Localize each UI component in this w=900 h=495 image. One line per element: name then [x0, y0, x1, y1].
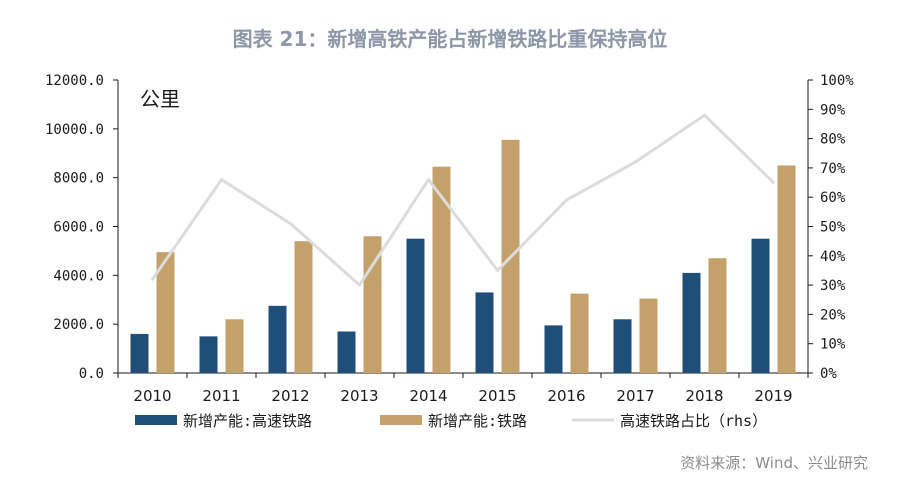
- ratio-point-2012: [289, 222, 292, 226]
- bar-hsr-2018: [682, 272, 701, 373]
- bar-hsr-2014: [406, 238, 425, 373]
- left-tick-label: 2000.0: [53, 317, 104, 333]
- bar-rail-2014: [432, 166, 451, 373]
- left-tick-label: 10000.0: [45, 122, 104, 138]
- legend-swatch-0: [135, 415, 177, 425]
- right-tick-label: 10%: [820, 337, 846, 353]
- ratio-point-2019: [772, 181, 775, 185]
- x-tick-label: 2017: [616, 387, 654, 405]
- bar-hsr-2011: [199, 336, 218, 373]
- x-tick-label: 2011: [202, 387, 240, 405]
- right-tick-label: 60%: [820, 190, 846, 206]
- bar-hsr-2019: [751, 238, 770, 373]
- left-tick-label: 8000.0: [53, 171, 104, 187]
- ratio-point-2011: [220, 178, 223, 182]
- bar-hsr-2013: [337, 331, 356, 373]
- legend-label-1: 新增产能:铁路: [428, 412, 527, 430]
- x-tick-label: 2010: [133, 387, 171, 405]
- right-tick-label: 70%: [820, 161, 846, 177]
- bar-hsr-2017: [613, 319, 632, 373]
- ratio-point-2018: [703, 113, 706, 117]
- ratio-line: [151, 113, 775, 287]
- x-tick-label: 2015: [478, 387, 516, 405]
- left-tick-label: 0.0: [79, 366, 104, 382]
- left-tick-label: 6000.0: [53, 220, 104, 236]
- legend: 新增产能:高速铁路 新增产能:铁路 高速铁路占比（rhs）: [135, 412, 767, 430]
- bar-rail-2017: [639, 298, 658, 373]
- ratio-point-2013: [358, 283, 361, 287]
- right-tick-label: 30%: [820, 278, 846, 294]
- chart-title: 图表 21：新增高铁产能占新增铁路比重保持高位: [233, 27, 668, 51]
- ratio-point-2017: [634, 160, 637, 164]
- legend-swatch-1: [380, 415, 422, 425]
- unit-label: 公里: [140, 87, 180, 111]
- x-tick-label: 2019: [754, 387, 792, 405]
- legend-label-2: 高速铁路占比（rhs）: [620, 412, 767, 430]
- axes: 0.0 2000.0 4000.0 6000.0 8000.0 10000.0 12000.…: [45, 73, 854, 405]
- right-tick-label: 50%: [820, 220, 846, 236]
- x-tick-label: 2018: [685, 387, 723, 405]
- ratio-point-2010: [151, 277, 154, 281]
- x-tick-label: 2012: [271, 387, 309, 405]
- x-tick-label: 2016: [547, 387, 585, 405]
- source-note: 资料来源：Wind、兴业研究: [680, 454, 868, 472]
- right-tick-label: 90%: [820, 102, 846, 118]
- right-tick-label: 0%: [820, 366, 837, 382]
- legend-label-0: 新增产能:高速铁路: [183, 412, 312, 430]
- ratio-point-2014: [427, 178, 430, 182]
- bars: [130, 139, 796, 373]
- left-tick-label: 4000.0: [53, 268, 104, 284]
- bar-hsr-2012: [268, 305, 287, 373]
- bar-rail-2018: [708, 258, 727, 373]
- x-tick-label: 2013: [340, 387, 378, 405]
- bar-rail-2019: [777, 165, 796, 373]
- bar-rail-2012: [294, 241, 313, 373]
- bar-hsr-2015: [475, 292, 494, 373]
- left-tick-label: 12000.0: [45, 73, 104, 89]
- right-tick-label: 80%: [820, 132, 846, 148]
- x-tick-label: 2014: [409, 387, 447, 405]
- right-tick-label: 20%: [820, 307, 846, 323]
- bar-rail-2011: [225, 319, 244, 373]
- bar-rail-2016: [570, 293, 589, 373]
- bar-hsr-2016: [544, 325, 563, 373]
- ratio-point-2015: [496, 268, 499, 272]
- right-tick-label: 40%: [820, 249, 846, 265]
- right-tick-label: 100%: [820, 73, 854, 89]
- ratio-point-2016: [565, 198, 568, 202]
- bar-hsr-2010: [130, 333, 149, 373]
- bar-rail-2010: [156, 252, 175, 373]
- ratio-polyline: [151, 113, 775, 287]
